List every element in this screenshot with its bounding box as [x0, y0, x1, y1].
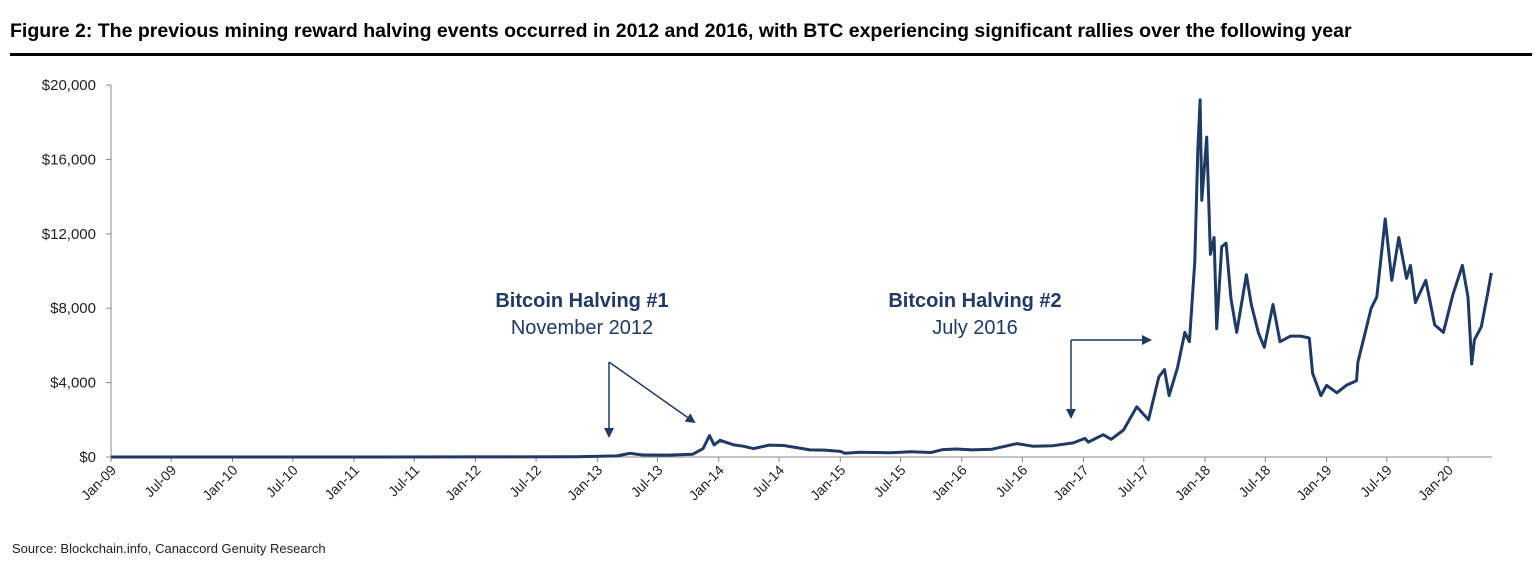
x-tick-label: Jul-11: [385, 462, 423, 500]
halving-2-title: Bitcoin Halving #2: [888, 290, 1061, 312]
x-axis: Jan-09 Jul-09 Jan-10 Jul-10 Jan-11 Jul-11 Jan-…: [78, 456, 1492, 504]
halving-1-arrow-diagonal: [608, 361, 696, 424]
x-tick-label: Jul-09: [141, 462, 179, 500]
x-tick-label: Jan-14: [685, 462, 727, 504]
title-divider: [10, 53, 1532, 56]
source-note: Source: Blockchain.info, Canaccord Genui…: [12, 541, 326, 556]
figure-title: Figure 2: The previous mining reward hal…: [10, 20, 1352, 42]
y-tick-label: $4,000: [50, 375, 96, 392]
x-tick-label: Jan-10: [199, 462, 241, 504]
x-tick-label: Jan-12: [442, 462, 484, 504]
btc-price-chart: $0 $4,000 $8,000 $12,000 $16,000 $20,000 Jan-…: [42, 77, 1493, 504]
x-tick-label: Jul-12: [506, 462, 544, 500]
y-tick-label: $8,000: [50, 300, 96, 317]
x-tick-label: Jul-16: [992, 462, 1030, 500]
y-tick-label: $0: [79, 449, 96, 466]
x-tick-label: Jan-13: [564, 462, 606, 504]
x-tick-label: Jul-18: [1235, 462, 1273, 500]
halving-1-annotation: Bitcoin Halving #1 November 2012: [495, 290, 668, 339]
y-tick-label: $16,000: [42, 151, 96, 168]
halving-2-date: July 2016: [932, 317, 1018, 339]
x-tick-label: Jul-13: [627, 462, 665, 500]
x-tick-label: Jan-15: [807, 462, 849, 504]
x-tick-label: Jan-11: [321, 462, 362, 503]
x-tick-label: Jan-19: [1293, 462, 1335, 504]
x-tick-label: Jul-10: [263, 462, 301, 500]
x-tick-label: Jan-18: [1172, 462, 1214, 504]
x-tick-label: Jan-20: [1415, 462, 1457, 504]
x-tick-label: Jan-17: [1050, 462, 1092, 504]
x-tick-label: Jul-19: [1357, 462, 1395, 500]
btc-price-line: [111, 98, 1493, 459]
x-tick-label: Jul-15: [870, 462, 908, 500]
series-layer: [110, 98, 1493, 459]
x-tick-label: Jul-17: [1114, 462, 1152, 500]
halving-2-annotation: Bitcoin Halving #2 July 2016: [888, 290, 1061, 339]
y-tick-label: $12,000: [42, 226, 96, 243]
halving-1-title: Bitcoin Halving #1: [495, 290, 668, 312]
y-axis: $0 $4,000 $8,000 $12,000 $16,000 $20,000: [42, 77, 112, 466]
y-tick-label: $20,000: [42, 77, 96, 94]
x-tick-label: Jan-09: [78, 462, 120, 504]
x-tick-label: Jul-14: [749, 462, 787, 500]
halving-1-date: November 2012: [511, 317, 653, 339]
x-tick-label: Jan-16: [928, 462, 970, 504]
